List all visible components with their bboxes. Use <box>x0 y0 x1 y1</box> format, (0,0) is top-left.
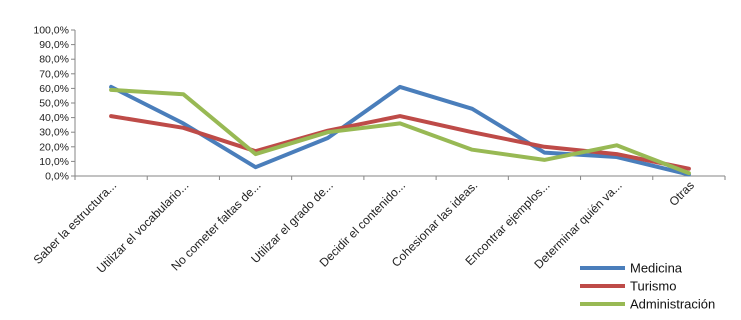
series-lines <box>109 84 691 177</box>
y-tick-labels: 0,0% 10,0% 20,0% 30,0% 40,0% 50,0% 60,0% 70,0% 8… <box>33 25 69 183</box>
y-tick-label: 40,0% <box>39 112 69 124</box>
y-tick-label: 60,0% <box>39 83 69 95</box>
y-tick-label: 30,0% <box>39 127 69 139</box>
y-tick-label: 70,0% <box>39 68 69 80</box>
y-tick-label: 50,0% <box>39 98 69 110</box>
axes <box>71 29 726 180</box>
y-tick-label: 100,0% <box>33 25 69 37</box>
y-tick-label: 90,0% <box>39 39 69 51</box>
y-tick-label: 80,0% <box>39 54 69 66</box>
legend-label: Turismo <box>630 279 676 294</box>
legend-label: Administración <box>630 297 715 312</box>
legend-label: Medicina <box>630 261 683 276</box>
y-tick-label: 10,0% <box>39 156 69 168</box>
y-tick-label: 0,0% <box>45 171 69 183</box>
legend: Medicina Turismo Administración <box>580 261 715 312</box>
y-tick-label: 20,0% <box>39 141 69 153</box>
